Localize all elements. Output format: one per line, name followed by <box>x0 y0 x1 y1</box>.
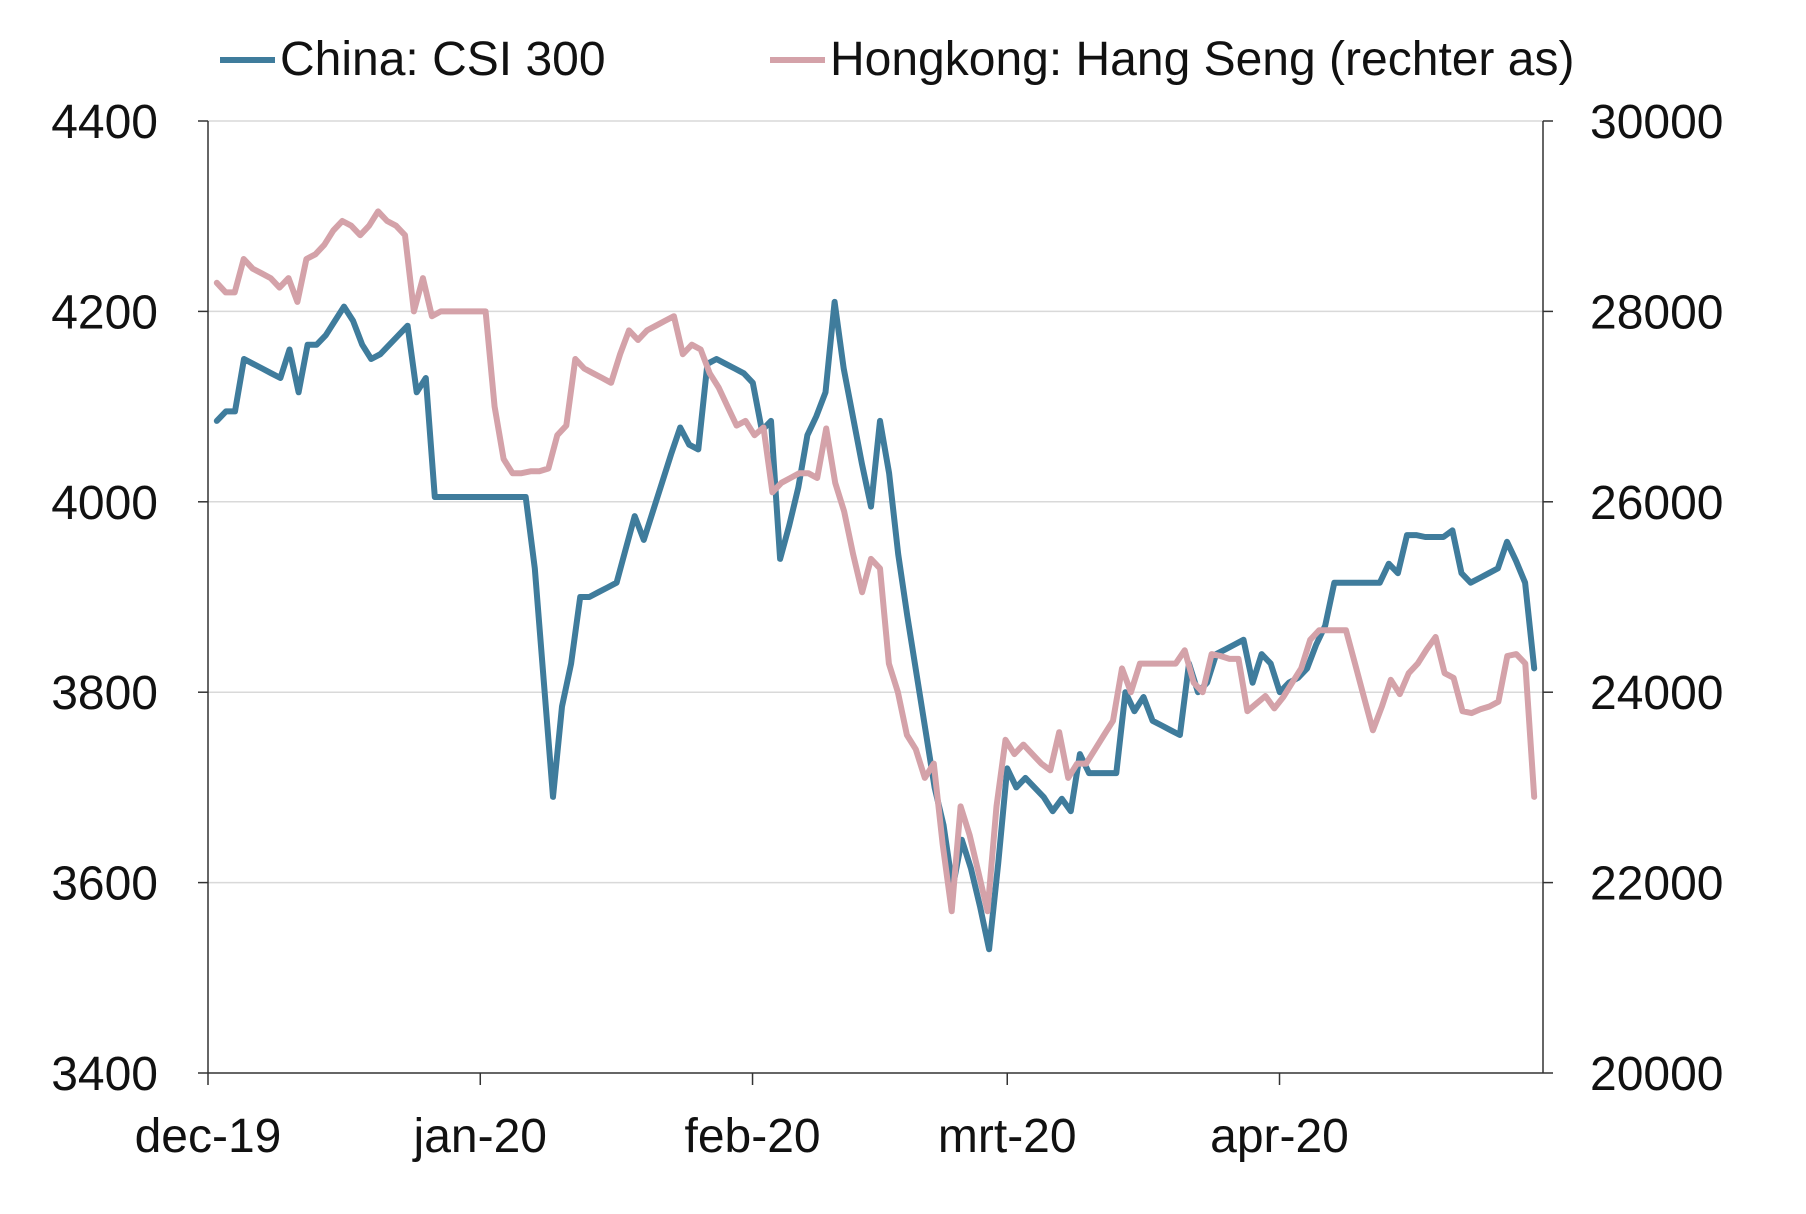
left-tick-label: 4400 <box>51 96 158 149</box>
right-tick-label: 24000 <box>1590 667 1723 720</box>
legend-label-csi300: China: CSI 300 <box>280 33 606 86</box>
right-tick-label: 20000 <box>1590 1048 1723 1101</box>
x-tick-label: mrt-20 <box>938 1110 1077 1163</box>
x-tick-label: dec-19 <box>135 1110 282 1163</box>
left-tick-label: 4200 <box>51 286 158 339</box>
legend-label-hangseng: Hongkong: Hang Seng (rechter as) <box>830 33 1574 86</box>
legend: China: CSI 300 Hongkong: Hang Seng (rech… <box>220 33 1574 86</box>
left-tick-label: 4000 <box>51 477 158 530</box>
x-tick-label: jan-20 <box>412 1110 547 1163</box>
series-lines <box>213 208 1538 953</box>
axes: 3400 3600 3800 4000 4200 4400 20000 22000 24000 2… <box>51 96 1723 1163</box>
right-tick-label: 26000 <box>1590 477 1723 530</box>
x-tick-label: apr-20 <box>1210 1110 1349 1163</box>
series-line-hangseng <box>213 208 1538 915</box>
x-tick-label: feb-20 <box>684 1110 820 1163</box>
left-tick-label: 3400 <box>51 1048 158 1101</box>
right-tick-label: 30000 <box>1590 96 1723 149</box>
right-tick-label: 28000 <box>1590 286 1723 339</box>
right-tick-label: 22000 <box>1590 858 1723 911</box>
gridlines <box>208 120 1543 884</box>
series-line-csi300 <box>213 298 1538 953</box>
left-tick-label: 3600 <box>51 858 158 911</box>
left-tick-label: 3800 <box>51 667 158 720</box>
